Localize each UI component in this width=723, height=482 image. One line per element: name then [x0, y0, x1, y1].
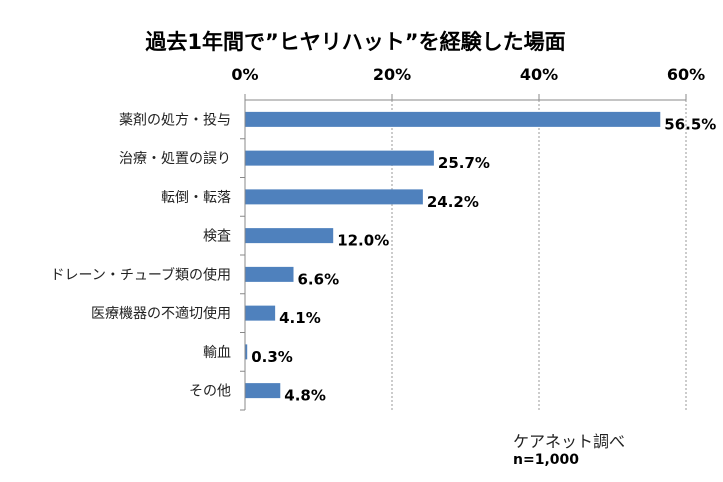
category-label: ドレーン・チューブ類の使用: [51, 266, 231, 283]
chart-title: 過去1年間で”ヒヤリハット”を経験した場面: [145, 30, 566, 54]
category-label: 転倒・転落: [161, 190, 231, 206]
category-label: 医療機器の不適切使用: [91, 305, 231, 322]
x-tick-label: 60%: [667, 65, 705, 84]
value-label: 24.2%: [427, 193, 479, 211]
value-label: 6.6%: [298, 270, 340, 288]
value-label: 56.5%: [664, 115, 716, 133]
source-note: ケアネット調べ: [513, 432, 626, 451]
bar: [245, 344, 248, 360]
sample-size-note: n=1,000: [513, 452, 579, 468]
bar: [245, 189, 423, 205]
x-tick-label: 20%: [373, 65, 411, 84]
bar: [245, 383, 281, 399]
bar: [245, 228, 334, 244]
category-label: 薬剤の処方・投与: [119, 112, 231, 128]
value-label: 4.1%: [279, 309, 321, 327]
category-label: 治療・処置の誤り: [119, 150, 231, 167]
category-label: その他: [189, 384, 231, 400]
value-label: 0.3%: [251, 348, 293, 366]
value-label: 4.8%: [284, 387, 326, 405]
category-label: 輸血: [203, 345, 231, 361]
value-label: 12.0%: [337, 232, 389, 250]
x-tick-label: 40%: [520, 65, 558, 84]
x-tick-label: 0%: [231, 65, 258, 84]
bar: [245, 266, 294, 282]
value-label: 25.7%: [438, 154, 490, 172]
bar: [245, 111, 661, 127]
bar: [245, 305, 276, 321]
bar: [245, 150, 434, 166]
category-label: 検査: [203, 229, 231, 245]
